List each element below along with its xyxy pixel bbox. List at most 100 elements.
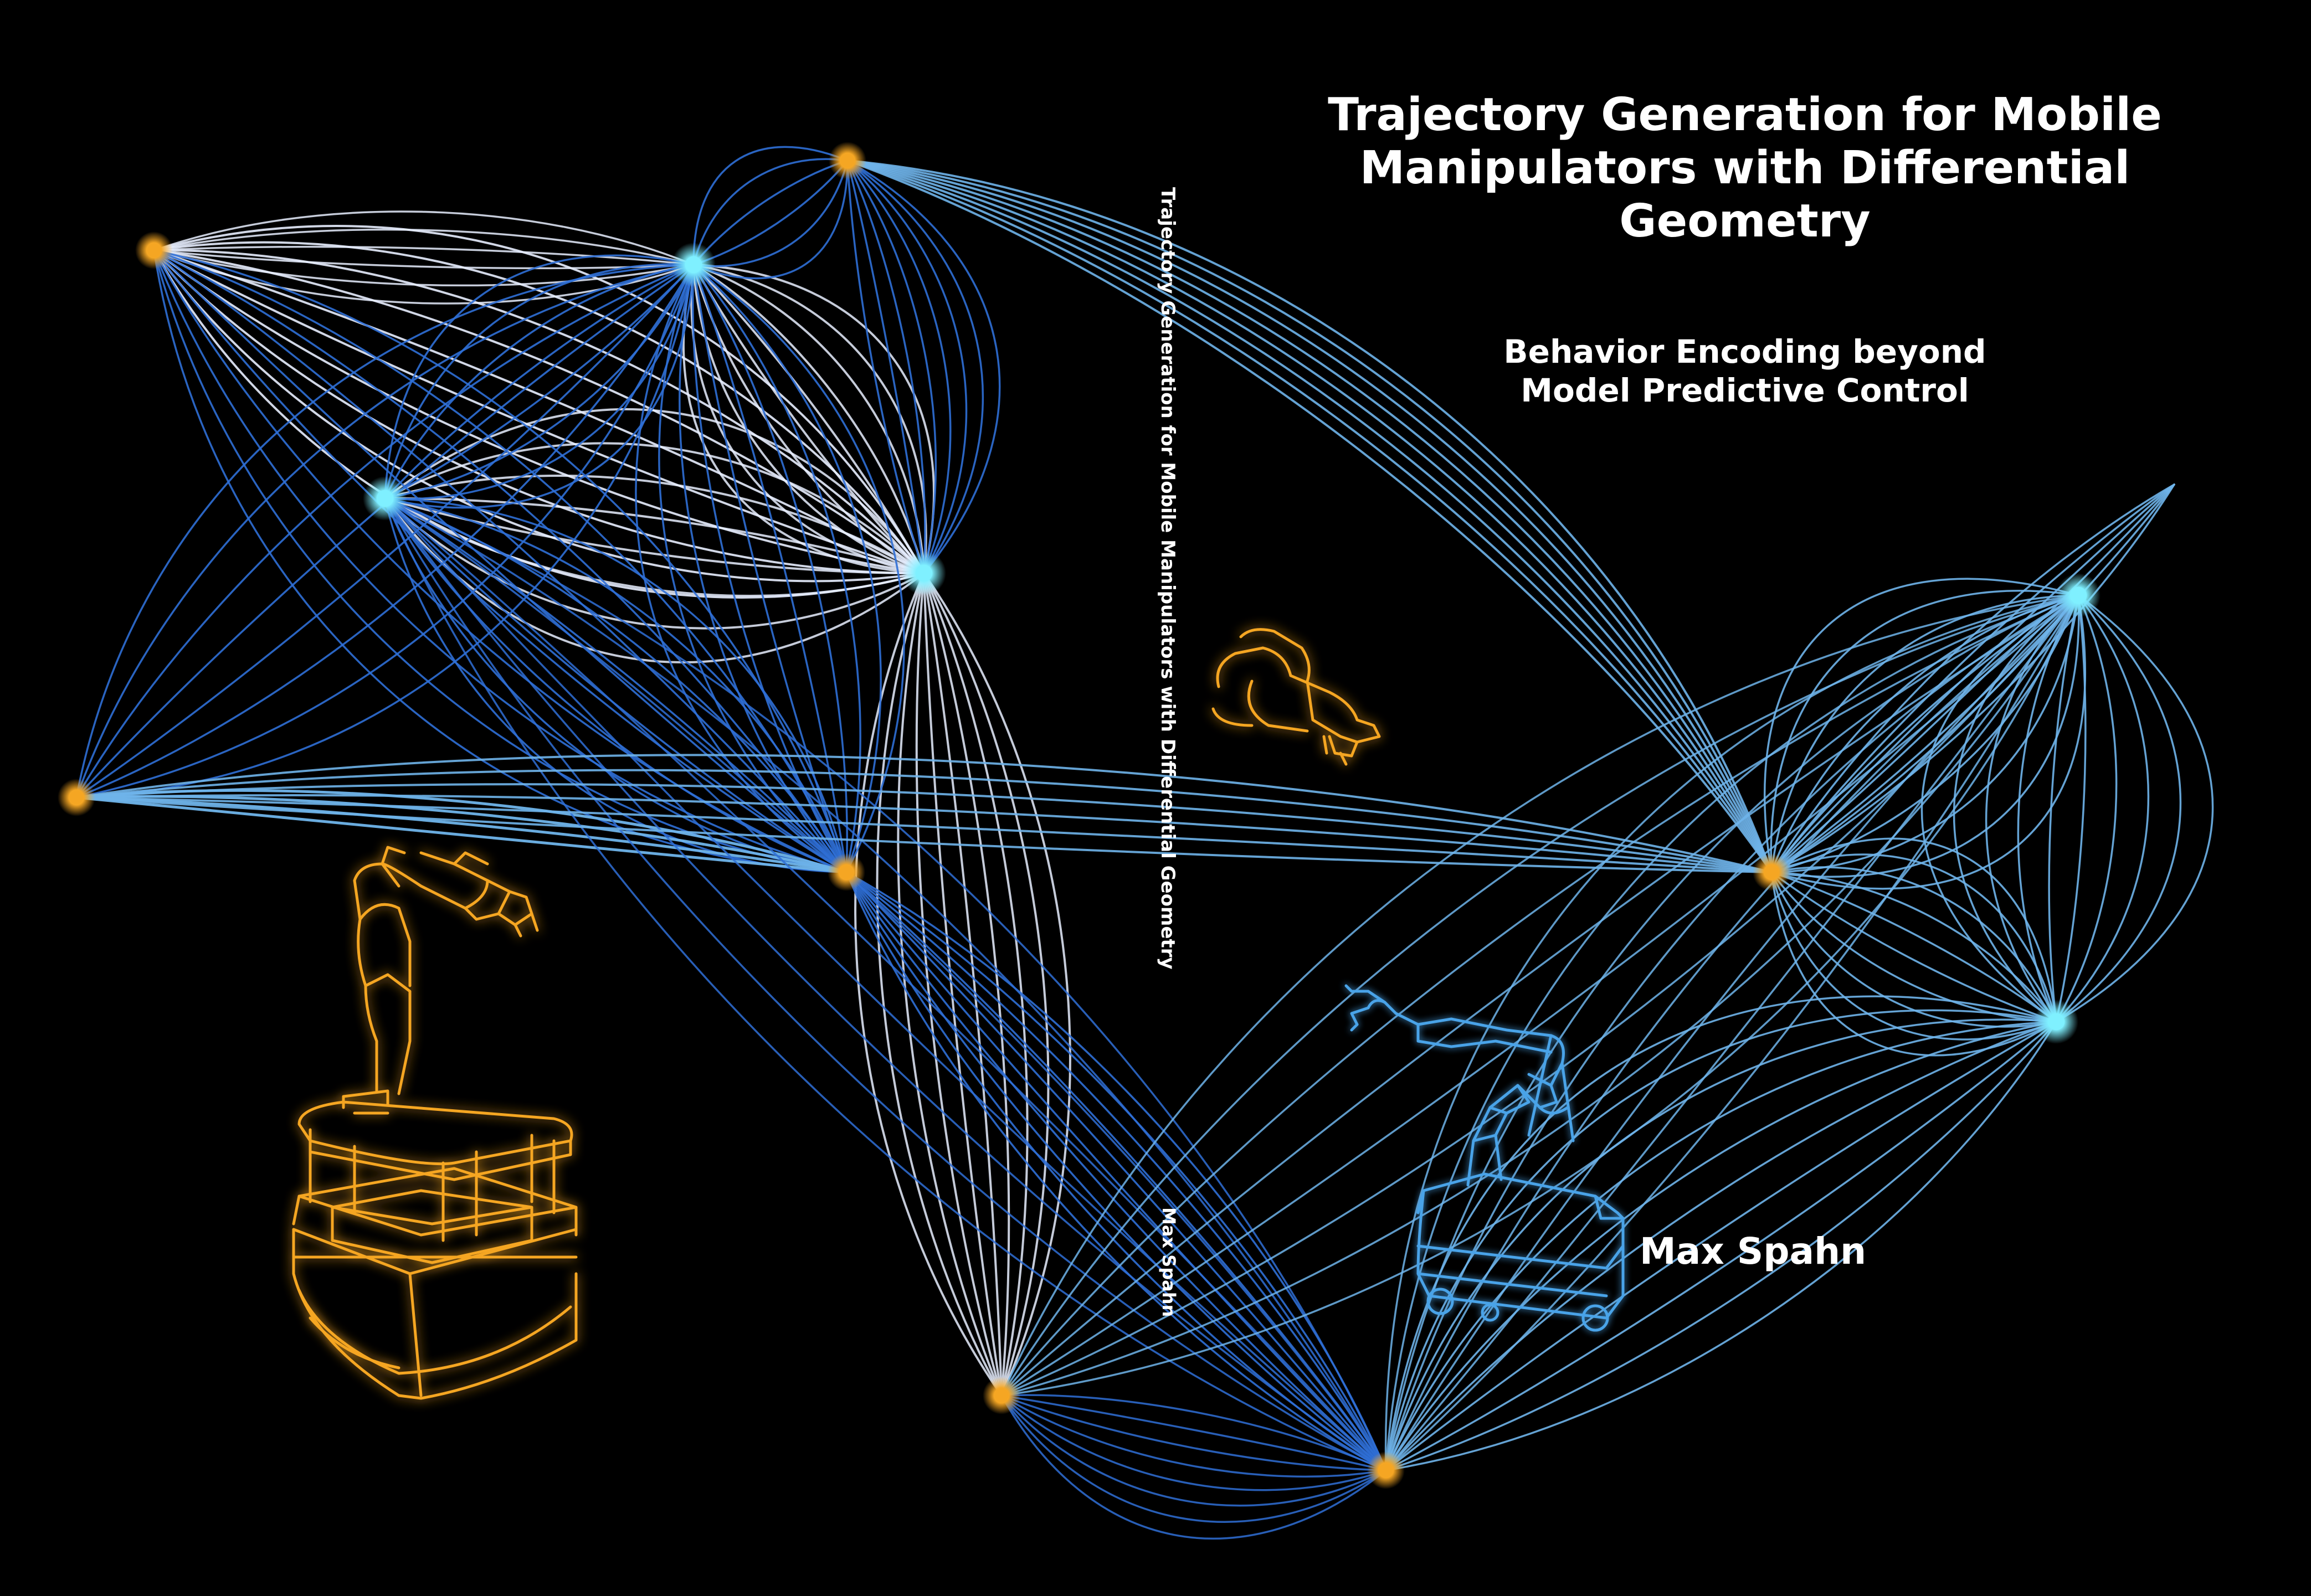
trajectory-curve: [692, 264, 848, 873]
trajectory-curve: [153, 225, 925, 574]
trajectory-curve: [2055, 594, 2214, 1023]
mobile-manipulator-blue-icon: [1344, 984, 1625, 1332]
trajectory-node: [1764, 865, 1779, 879]
trajectory-curve: [384, 497, 1387, 1471]
trajectory-curve: [1385, 1021, 2057, 1471]
trajectory-curve: [1953, 594, 2079, 1023]
trajectory-curve: [923, 572, 1029, 1397]
trajectory-curve: [384, 264, 695, 500]
trajectory-curve: [153, 249, 695, 270]
trajectory-curve: [692, 264, 925, 574]
trajectory-curve: [384, 264, 695, 500]
trajectory-curve: [846, 159, 925, 574]
spine-title: Trajectory Generation for Mobile Manipul…: [1157, 187, 1179, 970]
trajectory-curve: [384, 497, 925, 574]
trajectory-curve: [1385, 1021, 2057, 1471]
trajectory-curve: [384, 497, 1387, 1471]
trajectory-curve: [1770, 871, 2057, 1041]
trajectory-curve: [1385, 594, 2079, 1471]
trajectory-curve: [692, 159, 849, 266]
trajectory-curve: [1000, 1394, 1387, 1540]
trajectory-node: [2069, 586, 2087, 604]
trajectory-curve: [1770, 871, 2057, 1023]
trajectory-node: [839, 865, 854, 879]
trajectory-curve: [75, 783, 1773, 873]
trajectory-curve: [153, 249, 925, 574]
trajectory-node: [2047, 1013, 2065, 1031]
trajectory-curve: [75, 769, 1773, 873]
trajectory-curve: [1000, 1394, 1387, 1471]
trajectory-curve: [75, 796, 1773, 873]
trajectory-curve: [1770, 866, 2057, 1023]
trajectory-curve: [846, 159, 1773, 873]
trajectory-node: [915, 564, 933, 582]
trajectory-curve: [845, 871, 1387, 1471]
trajectory-curve: [2048, 594, 2079, 1023]
trajectory-curve: [1385, 1021, 2057, 1471]
trajectory-curve: [1385, 1021, 2057, 1471]
trajectory-curve: [845, 871, 1387, 1471]
trajectory-curve: [692, 158, 849, 266]
trajectory-curve: [1000, 594, 2079, 1397]
trajectory-curve: [923, 572, 1010, 1397]
trajectory-curve: [854, 572, 1003, 1397]
trajectory-curve: [75, 796, 848, 874]
trajectory-curve: [845, 871, 1387, 1471]
trajectory-curve: [75, 264, 695, 799]
trajectory-curve: [845, 871, 1387, 1471]
trajectory-curve: [692, 159, 849, 280]
trajectory-curve: [1000, 1394, 1387, 1523]
trajectory-curve: [384, 497, 848, 873]
trajectory-curve: [846, 159, 1001, 574]
trajectory-curve: [384, 497, 1387, 1471]
trajectory-curve: [1000, 1394, 1387, 1471]
trajectory-curve: [75, 264, 695, 799]
trajectory-curve: [1770, 483, 2175, 873]
trajectory-curve: [692, 264, 848, 873]
trajectory-curve: [692, 159, 849, 266]
trajectory-curve: [153, 210, 695, 266]
trajectory-curve: [692, 264, 861, 873]
trajectory-curve: [692, 264, 848, 873]
trajectory-node: [840, 153, 855, 168]
trajectory-curve: [876, 572, 1003, 1397]
trajectory-curve: [1000, 594, 2079, 1397]
trajectory-curve: [153, 249, 848, 873]
trajectory-curve: [1770, 594, 2079, 873]
trajectory-curve-network: [75, 146, 2214, 1540]
trajectory-curve: [384, 497, 1387, 1471]
spine-author: Max Spahn: [1158, 1207, 1179, 1317]
trajectory-curve: [1385, 594, 2079, 1471]
trajectory-curve: [923, 572, 1003, 1397]
trajectory-curve: [153, 249, 925, 583]
trajectory-curve: [1385, 594, 2079, 1471]
cover-author: Max Spahn: [1640, 1230, 1867, 1273]
trajectory-curve: [692, 264, 925, 574]
trajectory-curve: [153, 249, 848, 873]
trajectory-curve: [75, 264, 695, 799]
trajectory-curve: [1770, 483, 2175, 873]
trajectory-curve: [923, 572, 1003, 1397]
trajectory-curve: [384, 264, 695, 500]
trajectory-curve: [846, 159, 968, 574]
trajectory-curve: [384, 475, 925, 574]
trajectory-curve: [1770, 483, 2175, 873]
trajectory-curve: [384, 263, 695, 500]
trajectory-curve: [153, 228, 695, 266]
trajectory-curve: [1000, 1394, 1387, 1491]
trajectory-curve: [1385, 1021, 2057, 1471]
trajectory-curve: [384, 264, 695, 500]
trajectory-node: [376, 490, 394, 507]
trajectory-curve: [692, 264, 905, 873]
trajectory-curve: [846, 159, 1773, 873]
trajectory-curve: [384, 497, 925, 575]
trajectory-curve: [2055, 594, 2182, 1023]
trajectory-curve: [846, 159, 1773, 873]
trajectory-curve: [1770, 871, 2057, 1023]
trajectory-curve: [915, 572, 1003, 1397]
trajectory-curve: [153, 249, 695, 287]
trajectory-curve: [75, 264, 695, 799]
trajectory-curve: [658, 264, 848, 873]
trajectory-curve: [846, 159, 1773, 873]
trajectory-curve: [1764, 578, 2079, 873]
